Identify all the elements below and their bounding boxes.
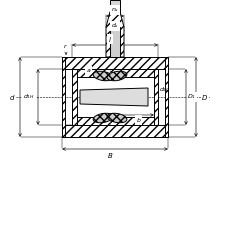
Text: $d_s$: $d_s$: [110, 22, 119, 30]
Bar: [72, 69, 77, 125]
Bar: [80, 77, 147, 117]
Ellipse shape: [107, 113, 126, 123]
Ellipse shape: [107, 71, 126, 81]
Text: $n_s$: $n_s$: [110, 6, 119, 14]
Bar: [109, 27, 120, 57]
Text: $l$: $l$: [108, 35, 112, 44]
Bar: [72, 117, 157, 125]
Bar: [62, 57, 65, 137]
Text: $D_1$: $D_1$: [187, 93, 196, 101]
Ellipse shape: [93, 113, 112, 123]
Text: $a$: $a$: [85, 67, 91, 74]
Text: $b$: $b$: [135, 116, 141, 124]
Bar: [164, 57, 167, 137]
Bar: [153, 69, 157, 125]
Text: $d$: $d$: [9, 92, 15, 101]
Bar: [72, 69, 157, 77]
Text: $B$: $B$: [106, 151, 113, 160]
Bar: [62, 57, 167, 69]
Polygon shape: [106, 12, 123, 57]
Polygon shape: [80, 88, 147, 106]
Text: $d_{1H}$: $d_{1H}$: [23, 93, 35, 101]
Ellipse shape: [93, 71, 112, 81]
Text: $r$: $r$: [62, 42, 67, 50]
Bar: [62, 125, 167, 137]
Text: $D$: $D$: [201, 92, 208, 101]
Text: $d_{2G}$: $d_{2G}$: [158, 85, 170, 94]
Bar: [109, 0, 120, 12]
